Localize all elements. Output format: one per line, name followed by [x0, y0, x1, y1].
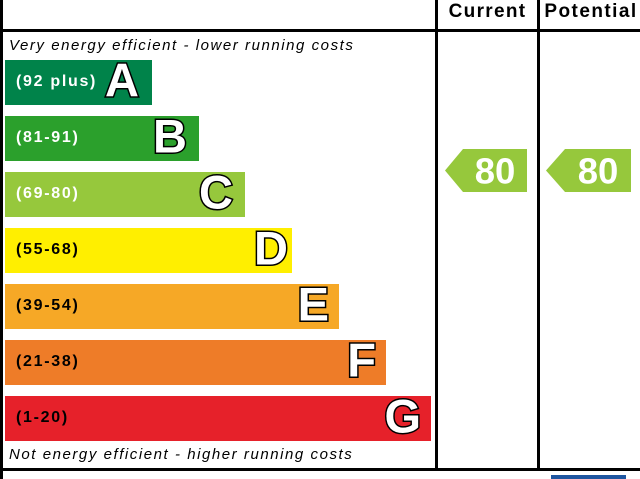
svg-text:C: C	[199, 172, 233, 217]
svg-text:80: 80	[475, 151, 516, 192]
svg-text:80: 80	[578, 151, 619, 192]
svg-text:F: F	[347, 340, 376, 385]
svg-text:G: G	[384, 396, 421, 441]
svg-text:D: D	[254, 228, 288, 273]
svg-text:A: A	[105, 60, 139, 105]
svg-text:E: E	[298, 284, 329, 329]
svg-text:B: B	[153, 116, 187, 161]
